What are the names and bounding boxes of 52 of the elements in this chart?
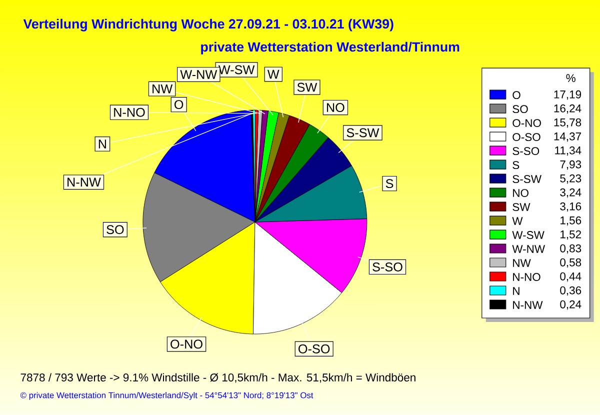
legend-label: O — [512, 91, 520, 100]
data-label: 0,83 — [560, 244, 582, 254]
legend-label: SW — [512, 203, 530, 212]
slice-label: S-SO — [372, 262, 402, 272]
slice-label: N-NW — [68, 178, 101, 187]
data-label: 3,24 — [560, 188, 582, 198]
slice-label: O-NO — [170, 340, 202, 349]
data-label: 3,16 — [560, 202, 582, 212]
legend-label: S — [512, 161, 520, 170]
legend-label: O-NO — [512, 119, 541, 128]
data-label: 1,52 — [560, 230, 581, 240]
legend-title: % — [566, 74, 576, 82]
slice-label: N-NO — [114, 108, 145, 117]
data-label: 15,78 — [554, 118, 582, 128]
slice-label: S-SW — [346, 128, 380, 138]
slice-label: NO — [326, 103, 344, 112]
slice-label: O-SO — [298, 344, 330, 354]
data-label: 5,23 — [560, 174, 582, 184]
slice-label: N — [98, 140, 106, 148]
legend-label: W-NW — [512, 245, 546, 253]
data-label: 11,34 — [555, 146, 582, 156]
chart-subtitle: private Wetterstation Westerland/Tinnum — [201, 42, 460, 54]
text: 7878 / 793 Werte -> 9.1% Windstille - Ø 10,5km/h - Max. 51,5km/h = Windböen — [20, 373, 416, 383]
legend-label: NO — [513, 189, 528, 198]
data-label: 0,44 — [560, 272, 582, 282]
legend-label: W — [512, 217, 523, 225]
legend-label: NW — [513, 259, 531, 267]
slice-label: S — [386, 179, 394, 188]
legend-label: N-NO — [513, 273, 540, 282]
legend-label: W-SW — [512, 231, 544, 240]
legend-label: N — [513, 287, 520, 295]
data-label: 7,93 — [560, 160, 582, 170]
data-label: 1,56 — [560, 216, 582, 226]
slice-label: NW — [152, 84, 173, 94]
legend-label: O-SO — [512, 133, 540, 142]
legend-label: SO — [512, 105, 528, 114]
slice-label: SO — [106, 225, 124, 234]
slice-label: O — [174, 100, 184, 110]
slice-label: SW — [297, 82, 318, 92]
legend-label: S-SO — [512, 147, 540, 156]
chart-title: Verteilung Windrichtung Woche 27.09.21 - 03.10.21 (KW39) — [23, 18, 394, 32]
data-label: 14,37 — [554, 132, 581, 142]
data-label: 0,36 — [560, 286, 582, 296]
text: © private Wetterstation Tinnum/Westerland/Sylt - 54°54'13" Nord; 8°19'13" Ost — [20, 392, 314, 400]
data-label: 0,24 — [560, 300, 582, 310]
data-label: 17,19 — [554, 90, 582, 100]
legend-label: S-SW — [512, 175, 542, 184]
slice-label: W — [267, 70, 280, 79]
data-label: 16,24 — [554, 104, 582, 114]
data-label: 0,58 — [560, 258, 582, 268]
slice-label: W-NW — [180, 70, 218, 79]
legend-label: N-NW — [513, 301, 543, 309]
